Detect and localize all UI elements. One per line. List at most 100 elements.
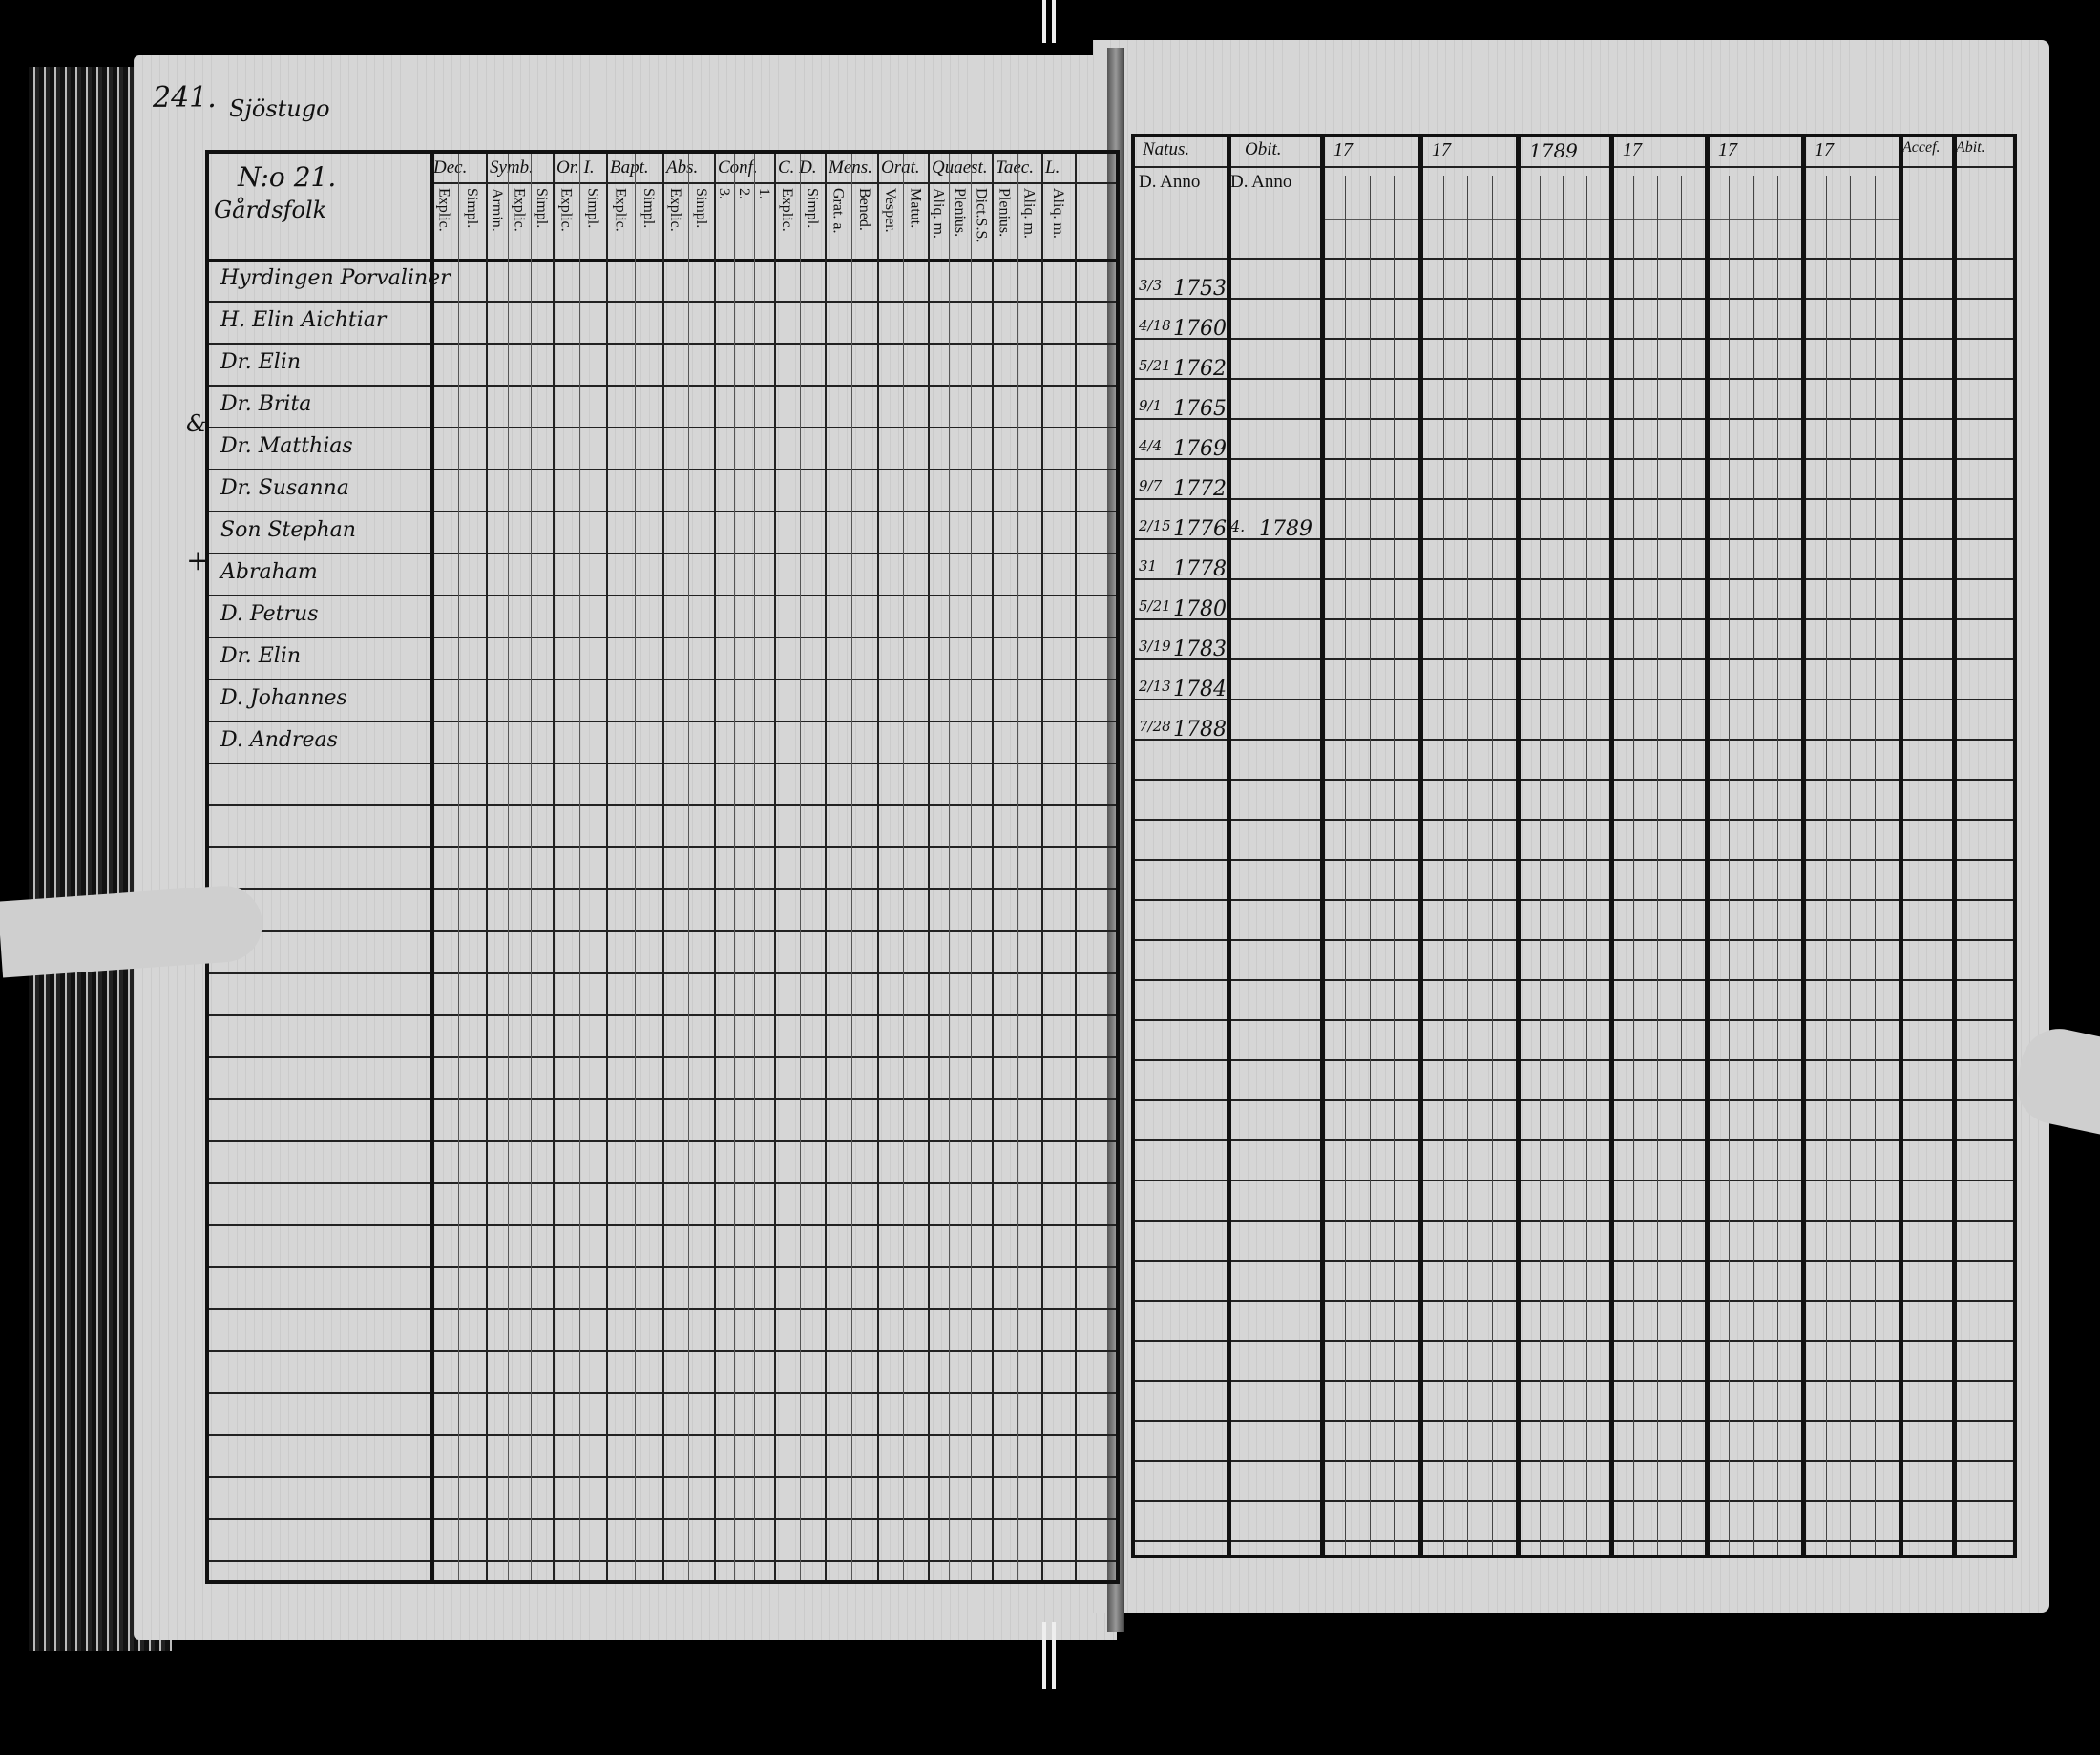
birth-day: 4/4 [1139, 437, 1163, 454]
person-name: Dr. Elin [220, 350, 302, 374]
page-number: 241. [153, 81, 217, 115]
column-group-label: C. D. [778, 157, 817, 178]
row-line [1135, 1340, 2013, 1342]
column-line [1609, 137, 1614, 1555]
year-header: 17 [1718, 139, 1737, 160]
subcolumn-line [508, 154, 510, 1580]
person-name: Son Stephan [220, 518, 356, 542]
birth-year: 1769 [1173, 437, 1227, 461]
person-name: Dr. Susanna [220, 476, 349, 500]
row-line [1135, 1260, 2013, 1262]
row-line [1135, 658, 2013, 660]
subcolumn-line [1729, 176, 1731, 1555]
binding-thread [1052, 0, 1056, 43]
person-name: Abraham [220, 560, 318, 584]
column-sub-label: Matut. [907, 188, 924, 229]
row-line [1135, 1300, 2013, 1302]
column-line [1952, 137, 1957, 1555]
column-line [1041, 154, 1043, 1580]
person-name: Hyrdingen Porvaliner [220, 266, 451, 290]
birth-day: 2/13 [1139, 678, 1171, 695]
household-number: N:o 21. [238, 161, 337, 193]
column-line [1227, 137, 1231, 1555]
column-sub-label: Vesper. [881, 188, 898, 233]
person-name: Dr. Brita [220, 392, 312, 416]
birth-year: 1753 [1173, 277, 1227, 301]
subcolumn-line [1467, 176, 1468, 1555]
row-line [1135, 338, 2013, 340]
column-group-label: Conf. [718, 157, 758, 178]
column-sub-label: Bened. [855, 188, 872, 231]
column-line [825, 154, 827, 1580]
column-group-label: Orat. [881, 157, 920, 178]
row-line [1135, 1099, 2013, 1101]
row-line [1135, 1139, 2013, 1141]
column-line [1801, 137, 1806, 1555]
subcolumn-line [579, 154, 580, 1580]
birth-day: 5/21 [1139, 597, 1171, 615]
row-line [1135, 1540, 2013, 1542]
column-line [1418, 137, 1423, 1555]
subcolumn-line [754, 154, 755, 1580]
death-year: 1789 [1259, 517, 1312, 541]
right-register-table: Natus. D. Anno Obit. D. Anno 17 17 1789 17 17 17 A… [1131, 134, 2017, 1558]
column-line [877, 154, 879, 1580]
birth-day: 2/15 [1139, 517, 1171, 534]
subcolumn-line [1442, 176, 1444, 1555]
column-line [553, 154, 555, 1580]
column-sub-label: Simpl. [463, 188, 480, 229]
obit-sub-header: D. Anno [1230, 172, 1292, 192]
subcolumn-line [902, 154, 904, 1580]
column-group-label: L. [1045, 157, 1060, 178]
row-line [1135, 739, 2013, 741]
column-line [430, 154, 434, 1580]
column-sub-label: Plenius. [996, 188, 1013, 238]
column-line [1075, 154, 1077, 1580]
column-sub-label: Explic. [612, 188, 629, 232]
column-group-label: Or. I. [556, 157, 595, 178]
column-group-label: Bapt. [610, 157, 649, 178]
column-sub-label: Simpl. [804, 188, 821, 229]
birth-year: 1776 [1173, 517, 1227, 541]
column-line [714, 154, 716, 1580]
row-line [1135, 1019, 2013, 1021]
birth-year: 1780 [1173, 597, 1227, 621]
row-line [1135, 258, 2013, 260]
year-header: 17 [1432, 139, 1451, 160]
birth-day: 9/1 [1139, 397, 1163, 414]
person-name: D. Andreas [220, 728, 338, 752]
subcolumn-line [530, 154, 532, 1580]
birth-year: 1784 [1173, 678, 1227, 701]
subcolumn-line [1394, 176, 1396, 1555]
subcolumn-line [1776, 176, 1778, 1555]
row-line [1135, 538, 2013, 540]
birth-day: 5/21 [1139, 357, 1171, 374]
column-sub-label: Explic. [435, 188, 452, 232]
subcolumn-line [1850, 176, 1851, 1555]
column-sub-label: Armin. [489, 188, 506, 232]
column-line [1320, 137, 1325, 1555]
column-group-label: Taec. [996, 157, 1034, 178]
subcolumn-line [1657, 176, 1658, 1555]
row-line [1135, 939, 2013, 941]
subcolumn-line [1586, 176, 1587, 1555]
row-line [1135, 899, 2013, 901]
row-line [1135, 1059, 2013, 1061]
subcolumn-line [1344, 176, 1346, 1555]
person-name: Dr. Elin [220, 644, 302, 668]
row-line [1135, 498, 2013, 500]
column-sub-label: 2. [736, 188, 752, 199]
subcolumn-line [1491, 176, 1493, 1555]
row-line [1135, 378, 2013, 380]
accessit-header: Accef. [1902, 139, 1941, 156]
subcolumn-line [1017, 154, 1018, 1580]
row-line [1135, 779, 2013, 781]
column-sub-label: Aliq. m. [1020, 188, 1038, 239]
death-day: 4. [1230, 517, 1246, 535]
binding-thread [1042, 1622, 1046, 1689]
subcolumn-line [1539, 176, 1541, 1555]
birth-year: 1760 [1173, 317, 1227, 341]
column-line [992, 154, 994, 1580]
column-group-label: Quaest. [932, 157, 988, 178]
birth-day: 3/19 [1139, 637, 1171, 655]
